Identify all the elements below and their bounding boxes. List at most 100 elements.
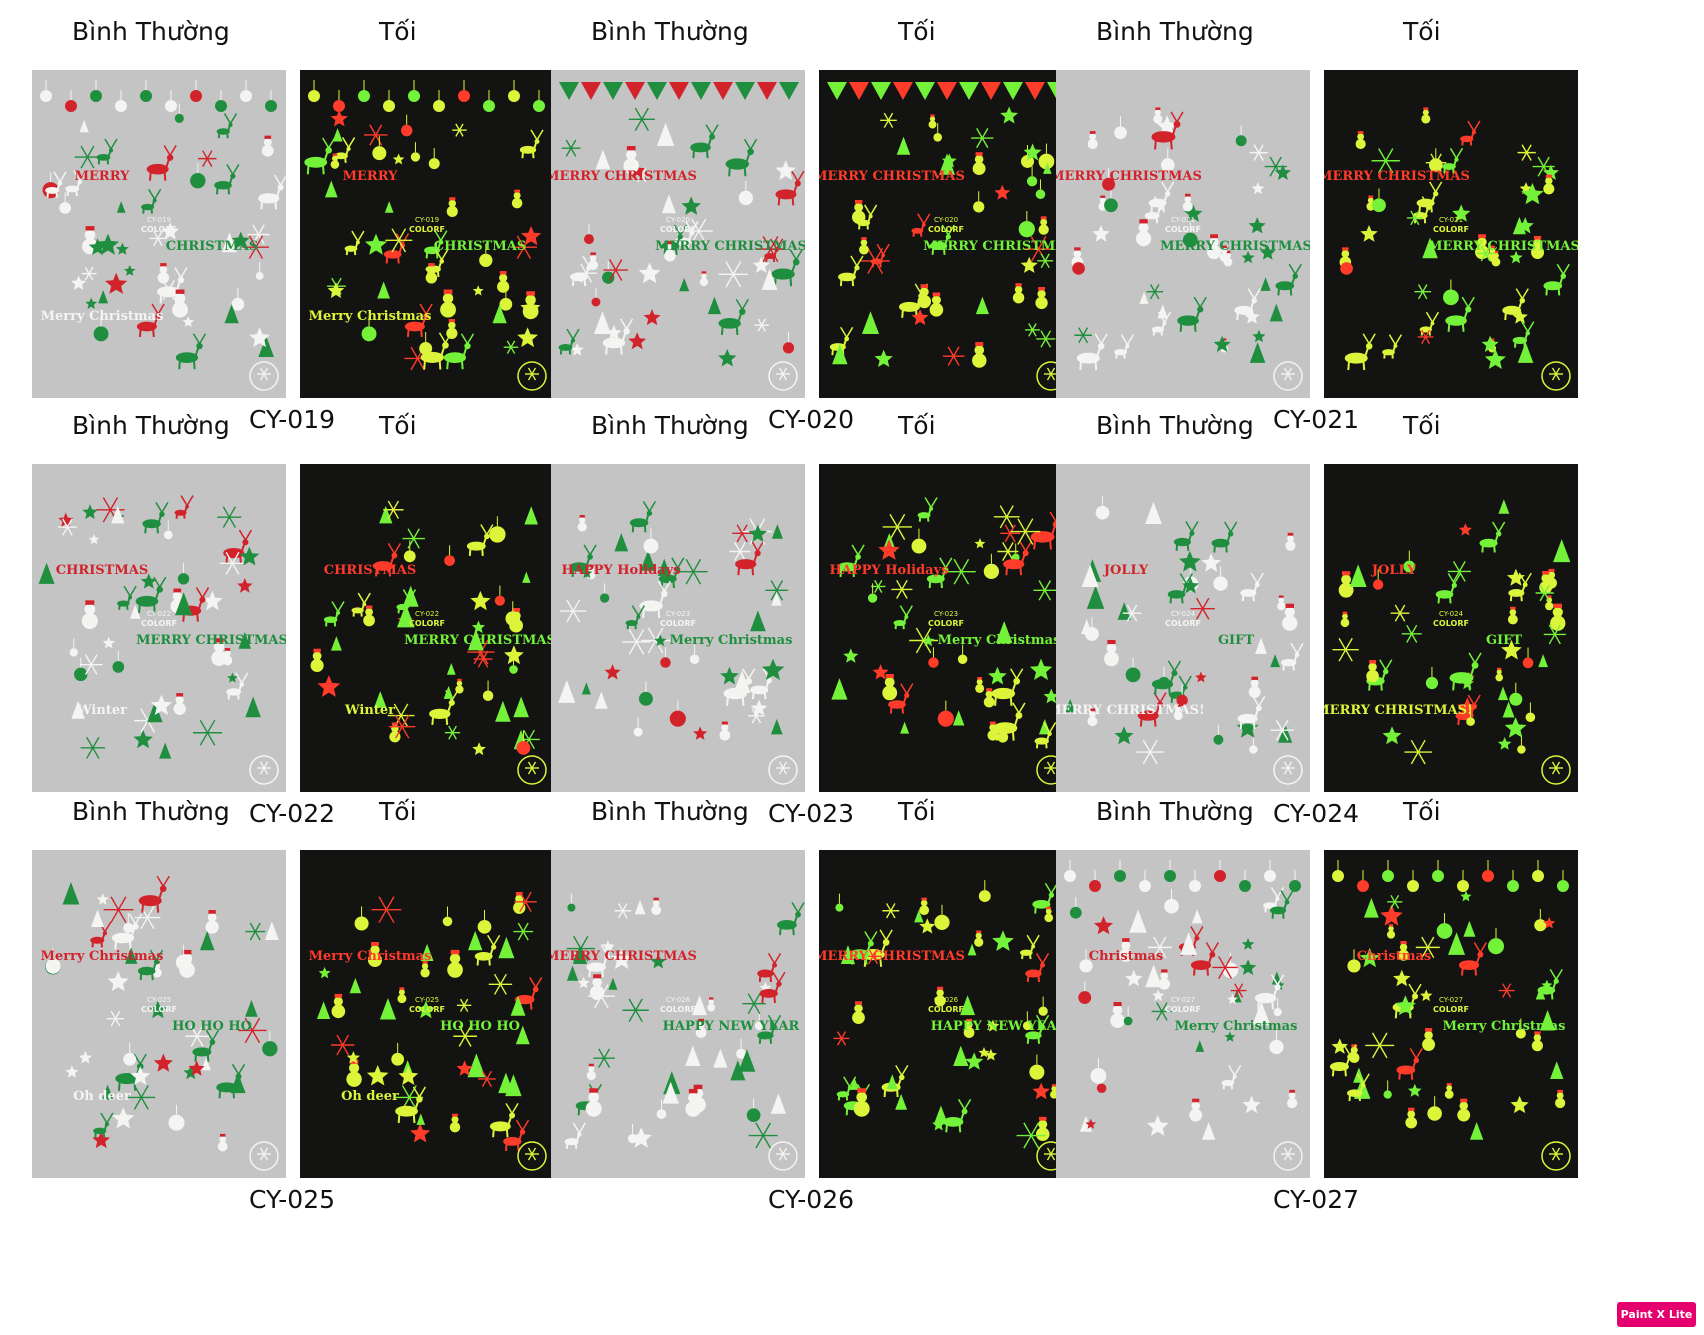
star-icon (965, 1052, 984, 1070)
bunting-flag-icon (959, 82, 979, 100)
snowflake-icon (1414, 284, 1432, 300)
christmas-tree-icon (975, 296, 990, 315)
reindeer-icon (216, 113, 238, 139)
christmas-tree-icon (770, 1093, 787, 1114)
snowman-icon (919, 897, 930, 916)
brand-label: COLORF (928, 1005, 964, 1014)
ornament-icon (1432, 860, 1444, 882)
ornament-icon (383, 90, 395, 112)
star-icon (1543, 916, 1556, 929)
christmas-tree-icon (62, 882, 80, 905)
star-icon (96, 893, 109, 905)
sheet-code-label: CY-022 (147, 610, 171, 618)
christmas-tree-icon (374, 691, 387, 708)
sticker-sheet-dark: CHRISTMAS MERRY CHRISTMAS Winter CY-022 COLO… (300, 464, 554, 792)
decal-text: Christmas (1357, 949, 1431, 964)
ornament-icon (633, 717, 643, 737)
reindeer-icon (1177, 296, 1207, 332)
star-icon (112, 1107, 135, 1129)
christmas-tree-icon (125, 947, 138, 964)
christmas-tree-icon (840, 945, 856, 964)
product-cy-020: Bình Thường Tối MERRY CHRISTMAS MERRY CHRIS… (551, 16, 1111, 436)
christmas-tree-icon (595, 149, 611, 170)
snowflake-icon (754, 318, 769, 332)
ornament-icon (933, 122, 943, 142)
sticker-sheet-dark: Christmas Merry Christmas CY-027 COLORF (1324, 850, 1578, 1178)
star-icon (1457, 697, 1478, 717)
christmas-tree-icon (581, 682, 591, 695)
snowman-icon (1397, 940, 1410, 961)
star-icon (718, 348, 737, 367)
ornament-icon (1189, 870, 1201, 892)
star-icon (932, 1117, 946, 1131)
reindeer-icon (136, 303, 165, 337)
ornament-icon (1029, 1054, 1045, 1080)
christmas-tree-icon (733, 670, 751, 693)
reindeer-icon (466, 524, 494, 556)
snowflake-icon (718, 261, 749, 288)
sticker-sheet-dark: HAPPY Holidays Merry Christmas CY-023 COLOR… (819, 464, 1073, 792)
star-icon (1251, 182, 1265, 195)
snowman-icon (1421, 107, 1431, 124)
reindeer-icon (1502, 288, 1529, 321)
ornament-icon (1038, 143, 1055, 170)
dark-glow-label: Tối (898, 17, 936, 46)
ornament-icon (1482, 860, 1494, 882)
brand-badge-icon (1541, 755, 1571, 785)
decal-text: MERRY CHRISTMAS (551, 949, 697, 964)
reindeer-icon (776, 902, 805, 936)
snowflake-icon (622, 998, 649, 1023)
star-icon (102, 636, 115, 649)
snowflake-icon (473, 650, 493, 668)
snowflake-icon (1151, 1002, 1173, 1021)
product-code: CY-023 (767, 799, 855, 828)
decal-text: HO HO HO (172, 1019, 252, 1034)
ornament-icon (591, 287, 601, 307)
sticker-sheet-art: MERRY CHRISTMAS Merry Christmas CY-019COLOR… (40, 80, 286, 391)
christmas-tree-icon (1249, 342, 1266, 363)
christmas-tree-icon (566, 965, 579, 981)
snowman-icon (1507, 606, 1518, 625)
ornament-icon (115, 90, 127, 112)
snowflake-icon (684, 218, 713, 244)
christmas-tree-icon (640, 550, 656, 571)
snowflake-icon (257, 367, 271, 381)
reindeer-icon (96, 138, 118, 165)
snowflake-icon (1249, 144, 1268, 161)
christmas-tree-icon (91, 909, 104, 927)
product-cy-019: Bình Thường Tối MERRY CHRISTMAS Merry Christ… (32, 16, 592, 436)
ornament-icon (240, 80, 252, 102)
ornament-icon (1443, 279, 1459, 306)
christmas-tree-icon (761, 268, 778, 290)
reindeer-icon (1234, 288, 1261, 321)
star-icon (748, 524, 767, 542)
snowman-icon (963, 1018, 975, 1038)
snowflake-icon (776, 1147, 790, 1161)
decal-text: GIFT (1486, 633, 1522, 648)
snowflake-icon (1036, 330, 1056, 348)
decal-text: MERRY CHRISTMAS (1056, 169, 1202, 184)
reindeer-icon (943, 1098, 972, 1133)
ornament-icon (1340, 252, 1353, 275)
ornament-icon (983, 553, 1000, 579)
sticker-sheet-art: HAPPY Holidays Merry Christmas CY-023COLOR… (830, 497, 1066, 785)
snowman-icon (664, 241, 676, 262)
star-icon (1274, 164, 1291, 180)
star-icon (1359, 947, 1380, 968)
product-cy-022: Bình Thường Tối CHRISTMAS MERRY CHRISTMAS Wi… (32, 410, 592, 830)
snowflake-icon (1122, 604, 1142, 622)
bunting-flag-icon (669, 82, 689, 100)
ornament-icon (442, 906, 453, 927)
christmas-tree-icon (416, 1113, 426, 1125)
star-icon (994, 184, 1011, 200)
product-code: CY-024 (1272, 799, 1360, 828)
ornament-icon (1214, 860, 1226, 882)
star-icon (1085, 1118, 1097, 1129)
snowflake-icon (1332, 637, 1359, 662)
snowflake-icon (1025, 323, 1040, 337)
sticker-sheet-art: Merry Christmas HO HO HO Oh deer CY-025COLO… (41, 875, 279, 1171)
snowman-icon (987, 721, 999, 741)
ornament-icon (262, 1031, 278, 1057)
